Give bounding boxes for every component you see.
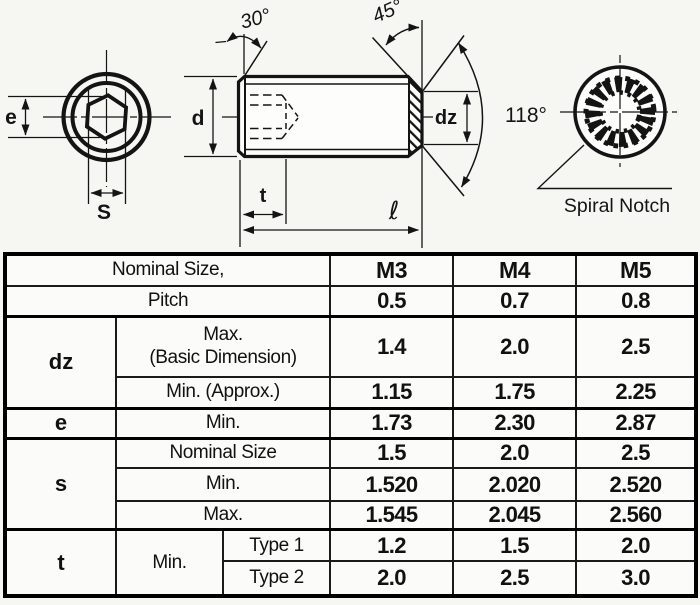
angle45-label: 45° — [369, 0, 406, 28]
t-symbol: t — [4, 528, 117, 598]
angle30-arc — [226, 31, 262, 49]
angle45-arc — [385, 23, 420, 46]
table-row-nominal-size: Nominal Size, M3 M4 M5 — [3, 253, 698, 287]
s-dimension-label: S — [97, 201, 111, 224]
table-row-pitch: Pitch 0.5 0.7 0.8 — [3, 285, 698, 318]
table-row-t-type1: t Min. Type 1 1.2 1.5 2.0 — [4, 528, 698, 598]
s-max-m4: 2.045 — [452, 499, 578, 531]
d-dimension-label: d — [192, 107, 205, 130]
e-dimension-label: e — [5, 106, 17, 129]
table-row-dz-max: dz Max. (Basic Dimension) 1.4 2.0 2.5 — [4, 315, 698, 410]
dz-max-label-line1: Max. — [203, 324, 243, 346]
screw-body-fill — [238, 76, 422, 157]
technical-drawing: e S — [5, 0, 677, 248]
s-max-label: Max. — [114, 499, 332, 531]
col-header-m4: M4 — [452, 253, 578, 287]
t-type2-m3: 2.0 — [329, 560, 455, 598]
t-type1-m3: 1.2 — [329, 528, 455, 563]
col-header-m5: M5 — [575, 253, 698, 287]
e-symbol: e — [4, 407, 117, 440]
s-max-m3: 1.545 — [329, 499, 455, 531]
table-row-s-min: Min. 1.520 2.020 2.520 — [5, 467, 698, 502]
spiral-notch-teeth-inner — [598, 90, 642, 134]
table-row-e-min: e Min. 1.73 2.30 2.87 — [4, 407, 698, 440]
s-min-m4: 2.020 — [452, 467, 578, 502]
t-type1-m4: 1.5 — [452, 528, 578, 563]
dz-max-m5: 2.5 — [575, 315, 698, 378]
table-row-s-max: Max. 1.545 2.045 2.560 — [5, 499, 698, 531]
dz-dimension-label: dz — [435, 107, 457, 129]
spec-table: Nominal Size, M3 M4 M5 Pitch 0.5 0.7 0.8… — [3, 252, 699, 599]
dz-max-label-line2: (Basic Dimension) — [149, 346, 297, 368]
chamfer-circle — [70, 81, 143, 153]
angle118-line-upper — [421, 35, 465, 93]
dz-min-label: Min. (Approx.) — [114, 376, 332, 410]
dz-symbol: dz — [4, 315, 117, 410]
t-min-label: Min. — [115, 528, 224, 598]
t-type1-m5: 2.0 — [575, 528, 698, 563]
dz-min-m3: 1.15 — [329, 376, 455, 410]
s-min-label: Min. — [114, 467, 332, 502]
spiral-notch-teeth — [585, 77, 655, 147]
spiral-notch-caption: Spiral Notch — [564, 195, 670, 217]
s-min-m5: 2.520 — [575, 467, 698, 502]
pitch-m3: 0.5 — [329, 285, 455, 318]
hex-socket-end-view: e S — [5, 50, 171, 224]
e-min-m4: 2.30 — [452, 407, 578, 440]
knurled-band-hatch — [409, 77, 422, 156]
hidden-cone-top — [281, 94, 299, 117]
s-symbol: s — [4, 436, 117, 531]
table-row-t-type2: Type 2 2.0 2.5 3.0 — [5, 560, 698, 598]
e-min-m3: 1.73 — [329, 407, 455, 440]
t-type1-label: Type 1 — [221, 528, 332, 563]
s-nominal-m4: 2.0 — [452, 437, 578, 469]
spiral-notch-teeth-outer — [583, 75, 657, 149]
col-header-m3: M3 — [329, 253, 455, 287]
spiral-notch-leader — [536, 144, 672, 190]
pitch-label: Pitch — [3, 285, 332, 318]
e-min-m5: 2.87 — [575, 407, 698, 440]
dz-max-m4: 2.0 — [452, 315, 578, 378]
s-max-m5: 2.560 — [575, 499, 698, 531]
angle30-label: 30° — [238, 5, 273, 34]
table-row-s-nominal: s Nominal Size 1.5 2.0 2.5 — [4, 436, 698, 531]
dz-min-m5: 2.25 — [575, 376, 698, 410]
side-view: d 30° 45° 118° dz — [184, 0, 547, 248]
t-type2-m4: 2.5 — [452, 560, 578, 598]
angle30-chamfer-line — [243, 40, 268, 77]
e-min-label: Min. — [114, 407, 332, 440]
angle118-label: 118° — [505, 104, 547, 127]
angle118-arc — [457, 42, 484, 188]
spiral-notch-end-view: Spiral Notch — [536, 55, 677, 217]
dz-min-m4: 1.75 — [452, 376, 578, 410]
outer-diameter-circle — [61, 71, 152, 163]
table-row-dz-min: Min. (Approx.) 1.15 1.75 2.25 — [5, 376, 698, 410]
s-nominal-m5: 2.5 — [575, 437, 698, 469]
t-dimension-label: t — [260, 185, 267, 207]
pitch-m5: 0.8 — [575, 285, 698, 318]
dz-max-m3: 1.4 — [329, 315, 455, 378]
s-min-m3: 1.520 — [329, 467, 455, 502]
t-type2-m5: 3.0 — [575, 560, 698, 598]
angle45-chamfer-line — [371, 36, 423, 92]
nominal-size-header: Nominal Size, — [3, 253, 332, 287]
s-nominal-m3: 1.5 — [329, 437, 455, 469]
spiral-notch-ring — [583, 75, 657, 149]
dz-max-label: Max. (Basic Dimension) — [114, 315, 332, 378]
pitch-m4: 0.7 — [452, 285, 578, 318]
hidden-cone-bottom — [281, 117, 299, 139]
s-nominal-label: Nominal Size — [114, 437, 332, 469]
t-type2-label: Type 2 — [221, 560, 332, 598]
length-dimension-label: ℓ — [388, 196, 399, 225]
angle30-tail — [215, 40, 227, 44]
angle118-line-lower — [421, 145, 465, 197]
